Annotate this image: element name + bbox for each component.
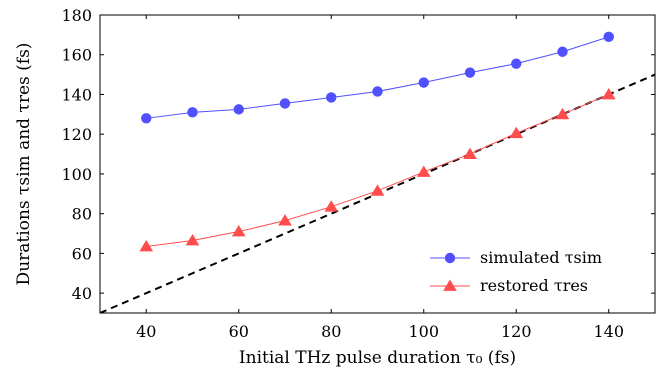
legend-marker-circle <box>444 252 456 264</box>
series-line-1 <box>146 94 609 247</box>
data-point <box>463 147 477 159</box>
x-tick-label: 80 <box>321 322 341 341</box>
y-axis-label: Durations τsim and τres (fs) <box>14 43 34 286</box>
y-tick-label: 100 <box>61 165 92 184</box>
data-point <box>141 113 152 124</box>
data-point <box>185 233 200 246</box>
plot-frame <box>99 14 656 314</box>
data-point <box>416 165 431 177</box>
data-point <box>603 31 614 43</box>
y-tick-label: 160 <box>61 46 92 65</box>
axis-ticks: 40 60 80 100 120 140 40 60 80 100 120 140 160 180 <box>61 6 655 341</box>
series-line-0 <box>146 36 609 119</box>
x-axis-label: Initial THz pulse duration τ₀ (fs) <box>239 348 516 368</box>
x-tick-label: 60 <box>229 322 249 341</box>
data-point <box>601 87 616 100</box>
y-tick-label: 80 <box>72 205 92 224</box>
y-tick-label: 40 <box>72 284 92 303</box>
y-tick-label: 180 <box>61 6 92 25</box>
data-point <box>233 104 244 115</box>
data-point <box>555 107 570 120</box>
x-tick-label: 40 <box>136 322 156 341</box>
data-point <box>509 126 524 139</box>
x-tick-label: 120 <box>501 322 532 341</box>
data-point <box>139 239 154 252</box>
legend-label-0: simulated τsim <box>480 248 602 267</box>
y-tick-label: 60 <box>72 244 92 263</box>
legend: simulated τsim restored τres <box>430 248 602 295</box>
data-point <box>372 86 383 97</box>
data-point <box>231 225 246 237</box>
y-tick-label: 120 <box>61 125 92 144</box>
data-point <box>278 214 292 226</box>
plot-area <box>99 14 656 314</box>
data-point <box>324 200 339 212</box>
data-point <box>557 46 568 57</box>
x-tick-label: 140 <box>593 322 624 341</box>
data-point <box>370 184 385 196</box>
data-point <box>279 98 291 109</box>
y-tick-label: 140 <box>61 85 92 104</box>
data-point <box>464 67 476 78</box>
legend-marker-triangle <box>443 279 457 291</box>
data-point <box>187 107 198 118</box>
data-point <box>418 77 429 88</box>
x-tick-label: 100 <box>408 322 439 341</box>
data-point <box>511 58 522 69</box>
data-point <box>326 92 337 103</box>
legend-label-1: restored τres <box>480 276 588 295</box>
